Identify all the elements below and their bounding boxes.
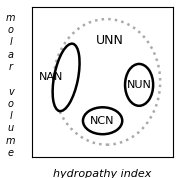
Text: NUN: NUN xyxy=(127,80,152,90)
Text: u: u xyxy=(8,124,14,134)
Ellipse shape xyxy=(125,64,153,106)
Text: l: l xyxy=(9,111,12,121)
Text: NAN: NAN xyxy=(39,72,63,82)
Text: o: o xyxy=(8,25,14,35)
Text: r: r xyxy=(9,62,13,72)
Text: m: m xyxy=(6,13,15,23)
Ellipse shape xyxy=(83,107,122,134)
Text: hydropathy index: hydropathy index xyxy=(53,169,152,178)
Text: UNN: UNN xyxy=(96,33,123,46)
Text: l: l xyxy=(9,37,12,47)
Text: m: m xyxy=(6,136,15,146)
Text: v: v xyxy=(8,87,14,97)
Text: a: a xyxy=(8,50,14,60)
Ellipse shape xyxy=(53,44,80,111)
Text: o: o xyxy=(8,99,14,109)
Text: e: e xyxy=(8,148,14,158)
Text: NCN: NCN xyxy=(90,116,115,126)
